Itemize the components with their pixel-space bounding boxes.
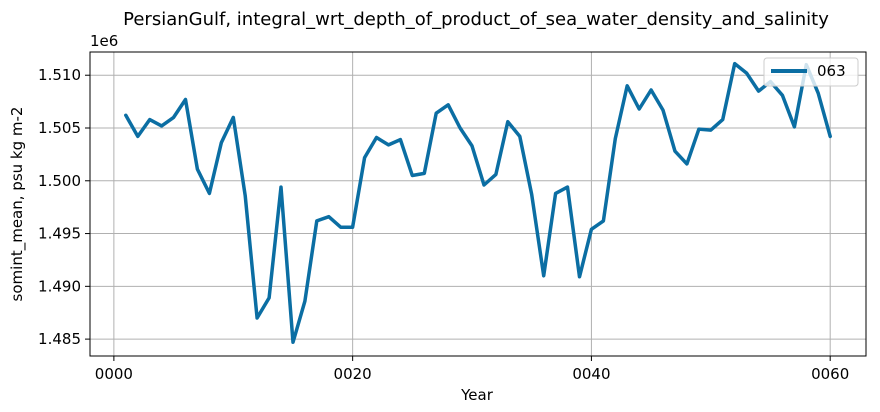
series-line: [124, 61, 832, 345]
y-tick-label: 1.510: [38, 66, 81, 84]
series-layer: [124, 61, 832, 345]
grid: [90, 52, 866, 356]
x-tick-label: 0040: [572, 365, 610, 383]
legend: 063: [763, 57, 859, 87]
y-tick-label: 1.485: [38, 330, 81, 348]
y-offset-label: 1e6: [90, 32, 118, 50]
y-tick-label: 1.490: [38, 277, 81, 295]
x-tick-label: 0020: [334, 365, 372, 383]
y-tick-label: 1.505: [38, 119, 81, 137]
x-tick-label: 0060: [811, 365, 849, 383]
y-axis-label: somint_mean, psu kg m-2: [8, 107, 27, 302]
legend-box: [763, 57, 859, 87]
y-tick-label: 1.500: [38, 172, 81, 190]
chart-title: PersianGulf, integral_wrt_depth_of_produ…: [123, 9, 829, 30]
legend-label: 063: [817, 62, 846, 80]
x-tick-label: 0000: [95, 365, 133, 383]
axis-ticks: 0000 0020 0040 0060 1.485 1.490 1.495 1.500 1.50…: [38, 66, 849, 383]
plot-frame: [89, 51, 867, 357]
y-tick-label: 1.495: [38, 225, 81, 243]
x-axis-label: Year: [460, 386, 494, 404]
